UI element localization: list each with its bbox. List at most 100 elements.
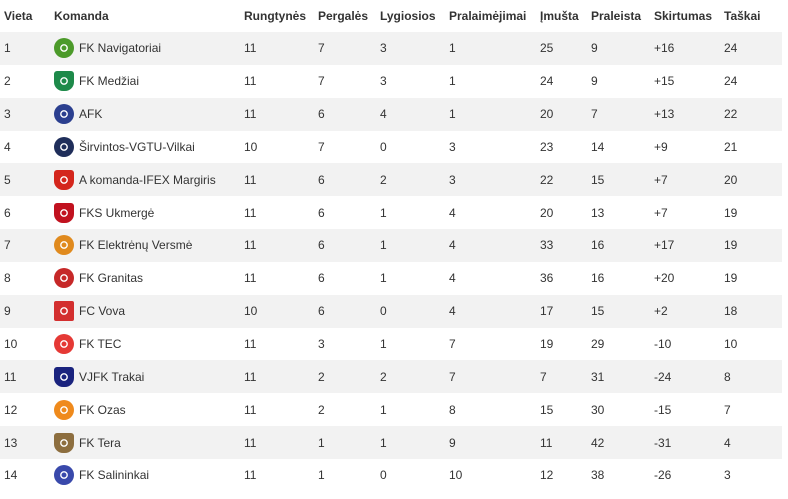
points-cell: 24 [720, 64, 782, 98]
diff-cell: +7 [650, 196, 720, 230]
team-name-link[interactable]: FC Vova [79, 304, 126, 319]
played-cell: 11 [240, 458, 314, 492]
header-drawn[interactable]: Lygiosios [380, 9, 436, 23]
team-name-link[interactable]: FK Granitas [79, 271, 144, 286]
scored-cell: 23 [536, 130, 587, 164]
header-scored[interactable]: Įmušta [540, 9, 579, 23]
place-cell: 7 [0, 229, 50, 262]
team-name-link[interactable]: FK Navigatoriai [79, 41, 162, 56]
table-row[interactable]: 6 FKS Ukmergė 11 6 1 4 20 13 +7 19 [0, 196, 782, 230]
scored-cell: 25 [536, 32, 587, 65]
header-won[interactable]: Pergalės [318, 9, 369, 23]
played-cell: 11 [240, 360, 314, 394]
played-cell: 11 [240, 327, 314, 361]
won-cell: 7 [314, 64, 376, 98]
conceded-cell: 9 [587, 64, 650, 98]
header-diff[interactable]: Skirtumas [654, 9, 713, 23]
team-name-link[interactable]: FK TEC [79, 337, 122, 352]
table-row[interactable]: 14 FK Salininkai 11 1 0 10 12 38 -26 3 [0, 458, 782, 492]
granitas-logo-icon [54, 268, 74, 289]
header-conceded[interactable]: Praleista [591, 9, 642, 23]
table-row[interactable]: 2 FK Medžiai 11 7 3 1 24 9 +15 24 [0, 64, 782, 98]
header-points[interactable]: Taškai [724, 9, 761, 23]
team-name-link[interactable]: FK Medžiai [79, 74, 140, 89]
lost-cell: 7 [445, 327, 536, 361]
played-cell: 11 [240, 64, 314, 98]
lost-cell: 4 [445, 196, 536, 230]
drawn-cell: 0 [376, 458, 445, 492]
table-row[interactable]: 5 A komanda-IFEX Margiris 11 6 2 3 22 15 +7 20 [0, 163, 782, 197]
drawn-cell: 0 [376, 130, 445, 164]
points-cell: 3 [720, 458, 782, 492]
team-name-link[interactable]: FK Elektrėnų Versmė [79, 238, 193, 253]
drawn-cell: 3 [376, 32, 445, 65]
table-body: 1 FK Navigatoriai 11 7 3 1 25 9 +16 24 2 FK Medžiai… [0, 32, 782, 492]
table-row[interactable]: 4 Širvintos-VGTU-Vilkai 10 7 0 3 23 14 +9 21 [0, 130, 782, 164]
won-cell: 7 [314, 130, 376, 164]
medziai-logo-icon [54, 71, 74, 92]
lost-cell: 1 [445, 97, 536, 131]
team-cell: Širvintos-VGTU-Vilkai [50, 130, 240, 164]
header-played[interactable]: Rungtynės [244, 9, 307, 23]
header-place[interactable]: Vieta [4, 9, 33, 23]
conceded-cell: 16 [587, 261, 650, 295]
won-cell: 1 [314, 458, 376, 492]
conceded-cell: 31 [587, 360, 650, 394]
ozas-logo-icon [54, 399, 74, 420]
table-row[interactable]: 13 FK Tera 11 1 1 9 11 42 -31 4 [0, 426, 782, 459]
table-row[interactable]: 10 FK TEC 11 3 1 7 19 29 -10 10 [0, 327, 782, 361]
place-cell: 10 [0, 327, 50, 361]
played-cell: 11 [240, 196, 314, 230]
lost-cell: 3 [445, 130, 536, 164]
points-cell: 18 [720, 294, 782, 328]
place-cell: 12 [0, 393, 50, 427]
vova-logo-icon [54, 301, 74, 322]
points-cell: 8 [720, 360, 782, 394]
won-cell: 6 [314, 294, 376, 328]
table-row[interactable]: 11 VJFK Trakai 11 2 2 7 7 31 -24 8 [0, 360, 782, 394]
header-lost[interactable]: Pralaimėjimai [449, 9, 527, 23]
conceded-cell: 9 [587, 32, 650, 65]
team-name-link[interactable]: A komanda-IFEX Margiris [79, 172, 216, 187]
diff-cell: -31 [650, 426, 720, 459]
table-row[interactable]: 1 FK Navigatoriai 11 7 3 1 25 9 +16 24 [0, 32, 782, 65]
diff-cell: +7 [650, 163, 720, 197]
place-cell: 14 [0, 458, 50, 492]
table-row[interactable]: 3 AFK 11 6 4 1 20 7 +13 22 [0, 97, 782, 131]
table-row[interactable]: 8 FK Granitas 11 6 1 4 36 16 +20 19 [0, 261, 782, 295]
drawn-cell: 1 [376, 426, 445, 459]
afk-logo-icon [54, 104, 74, 125]
team-name-link[interactable]: Širvintos-VGTU-Vilkai [79, 139, 195, 154]
conceded-cell: 16 [587, 229, 650, 262]
team-cell: AFK [50, 97, 240, 131]
team-name-link[interactable]: FKS Ukmergė [79, 205, 155, 220]
won-cell: 7 [314, 32, 376, 65]
played-cell: 10 [240, 130, 314, 164]
played-cell: 11 [240, 393, 314, 427]
place-cell: 5 [0, 163, 50, 197]
points-cell: 21 [720, 130, 782, 164]
drawn-cell: 2 [376, 163, 445, 197]
place-cell: 2 [0, 64, 50, 98]
lost-cell: 9 [445, 426, 536, 459]
points-cell: 24 [720, 32, 782, 65]
team-name-link[interactable]: VJFK Trakai [79, 369, 145, 384]
team-name-link[interactable]: FK Ozas [79, 402, 126, 417]
team-name-link[interactable]: AFK [79, 107, 103, 122]
drawn-cell: 1 [376, 261, 445, 295]
team-name-link[interactable]: FK Tera [79, 435, 121, 450]
drawn-cell: 1 [376, 327, 445, 361]
table-row[interactable]: 12 FK Ozas 11 2 1 8 15 30 -15 7 [0, 393, 782, 427]
team-name-link[interactable]: FK Salininkai [79, 468, 150, 483]
margiris-logo-icon [54, 169, 74, 190]
table-row[interactable]: 9 FC Vova 10 6 0 4 17 15 +2 18 [0, 294, 782, 328]
conceded-cell: 42 [587, 426, 650, 459]
conceded-cell: 14 [587, 130, 650, 164]
conceded-cell: 15 [587, 163, 650, 197]
ukmerge-logo-icon [54, 202, 74, 223]
team-cell: FK Navigatoriai [50, 32, 240, 65]
won-cell: 6 [314, 196, 376, 230]
table-row[interactable]: 7 FK Elektrėnų Versmė 11 6 1 4 33 16 +17 19 [0, 229, 782, 262]
header-team[interactable]: Komanda [54, 9, 109, 23]
lost-cell: 1 [445, 32, 536, 65]
